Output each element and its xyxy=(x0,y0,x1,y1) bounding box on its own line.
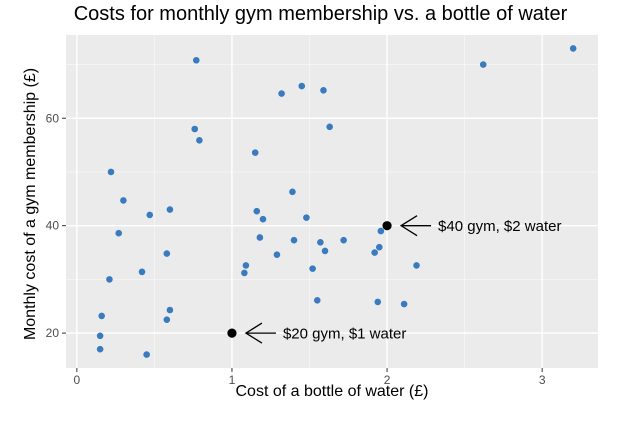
data-point xyxy=(317,239,324,246)
highlight-point xyxy=(227,328,237,338)
data-point xyxy=(251,149,259,156)
data-point xyxy=(479,61,487,68)
y-axis-label: Monthly cost of a gym membership (£) xyxy=(22,67,39,341)
data-point xyxy=(146,211,154,219)
chart-title: Costs for monthly gym membership vs. a b… xyxy=(73,3,568,25)
data-point xyxy=(143,351,150,358)
y-tick-label: 20 xyxy=(46,326,60,340)
plot-panel xyxy=(66,35,598,368)
x-tick-label: 2 xyxy=(384,373,391,387)
data-point xyxy=(321,247,329,255)
axis-ticks xyxy=(62,117,543,372)
data-point xyxy=(96,345,104,353)
y-tick-label: 40 xyxy=(46,219,60,233)
data-points xyxy=(96,45,577,358)
data-point xyxy=(163,250,171,257)
data-point xyxy=(191,125,199,133)
data-point xyxy=(256,234,264,241)
tick-labels: 0 1 2 3 20 40 60 xyxy=(46,111,546,387)
data-point xyxy=(413,262,420,269)
data-point xyxy=(340,236,347,244)
grid-minor xyxy=(66,35,598,368)
data-point xyxy=(242,262,250,269)
data-point xyxy=(163,316,171,323)
data-point xyxy=(309,265,316,272)
data-point xyxy=(241,269,248,277)
data-point xyxy=(115,229,123,237)
data-point xyxy=(303,214,310,221)
data-point xyxy=(107,168,115,176)
y-tick-label: 60 xyxy=(46,111,60,125)
grid-major xyxy=(66,35,598,368)
annotations: $20 gym, $1 water $40 gym, $2 water xyxy=(227,215,561,344)
data-point xyxy=(96,332,104,340)
data-point xyxy=(313,297,321,304)
data-point xyxy=(192,56,200,64)
data-point xyxy=(376,243,383,251)
highlight-point xyxy=(382,221,392,231)
data-point xyxy=(326,123,333,131)
data-point xyxy=(377,227,385,235)
data-point xyxy=(278,90,285,97)
data-point xyxy=(120,197,127,204)
data-point xyxy=(569,45,577,52)
data-point xyxy=(138,268,146,276)
data-point xyxy=(298,82,306,90)
data-point xyxy=(166,206,174,213)
data-point xyxy=(371,249,378,256)
data-point xyxy=(106,276,113,283)
data-point xyxy=(290,236,298,244)
x-tick-label: 1 xyxy=(229,373,236,387)
data-point xyxy=(374,298,382,306)
data-point xyxy=(289,188,296,196)
data-point xyxy=(273,251,281,258)
data-point xyxy=(400,300,408,308)
x-axis-label: Cost of a bottle of water (£) xyxy=(235,383,429,400)
x-tick-label: 0 xyxy=(74,373,81,387)
x-tick-label: 3 xyxy=(539,373,546,387)
data-point xyxy=(196,136,203,144)
annotation-arrow-head xyxy=(244,322,263,344)
annotation-label: $20 gym, $1 water xyxy=(283,326,406,343)
data-point xyxy=(166,306,174,314)
data-point xyxy=(98,312,105,320)
annotation-arrow-head xyxy=(399,215,418,237)
data-point xyxy=(253,207,261,215)
data-point xyxy=(259,215,267,223)
data-point xyxy=(320,87,327,94)
annotation-label: $40 gym, $2 water xyxy=(438,218,561,235)
